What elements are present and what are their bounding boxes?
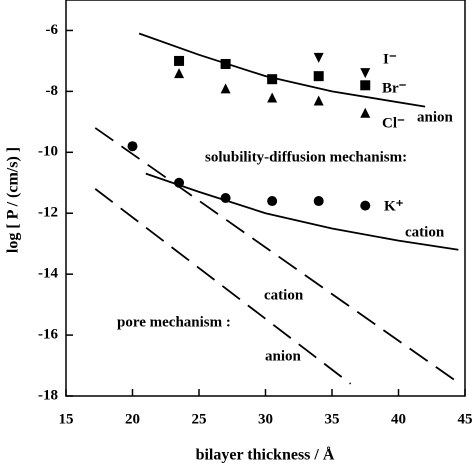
annotation: cation [264,287,304,303]
x-tick-label: 40 [391,411,406,427]
series-label: I⁻ [383,51,397,67]
y-tick-label: -16 [38,327,58,343]
y-axis-label: log [ P / (cm/s) ] [5,147,22,253]
point [313,95,324,106]
point [360,68,371,79]
point [360,80,371,91]
point [174,177,185,188]
point [220,83,231,94]
point [267,74,278,85]
y-tick-label: -14 [38,266,58,282]
curve [138,32,426,108]
point [174,68,185,79]
x-tick-label: 20 [125,411,140,427]
y-tick-label: -6 [46,22,59,38]
annotation: anion [265,348,302,364]
y-tick-label: -10 [38,144,58,160]
curve [94,188,352,385]
curve [145,172,459,251]
curve [94,127,457,382]
annotation: solubility-diffusion mechanism: [205,149,407,165]
point [313,196,324,207]
plot-frame [65,0,466,397]
annotation: cation [405,224,445,240]
x-tick-label: 35 [325,411,340,427]
x-tick-label: 15 [59,411,74,427]
point [313,52,324,63]
y-tick-label: -12 [38,205,58,221]
point [220,193,231,203]
point [127,141,138,152]
series-label: K⁺ [384,198,404,214]
annotation: pore mechanism : [117,314,231,330]
x-tick-label: 30 [258,411,273,427]
point [174,55,185,66]
point [360,200,371,211]
annotation: anion [417,109,454,125]
x-axis-label: bilayer thickness / Å [196,446,335,464]
y-tick-label: -18 [38,387,58,403]
series-label: Cl⁻ [382,115,405,131]
point [220,58,231,69]
x-tick-label: 45 [458,411,473,427]
point [360,107,371,118]
point [313,71,324,82]
series-label: Br⁻ [382,80,407,96]
x-tick-label: 25 [192,411,207,427]
point [267,92,278,103]
point [267,196,278,207]
y-tick-label: -8 [46,83,59,99]
